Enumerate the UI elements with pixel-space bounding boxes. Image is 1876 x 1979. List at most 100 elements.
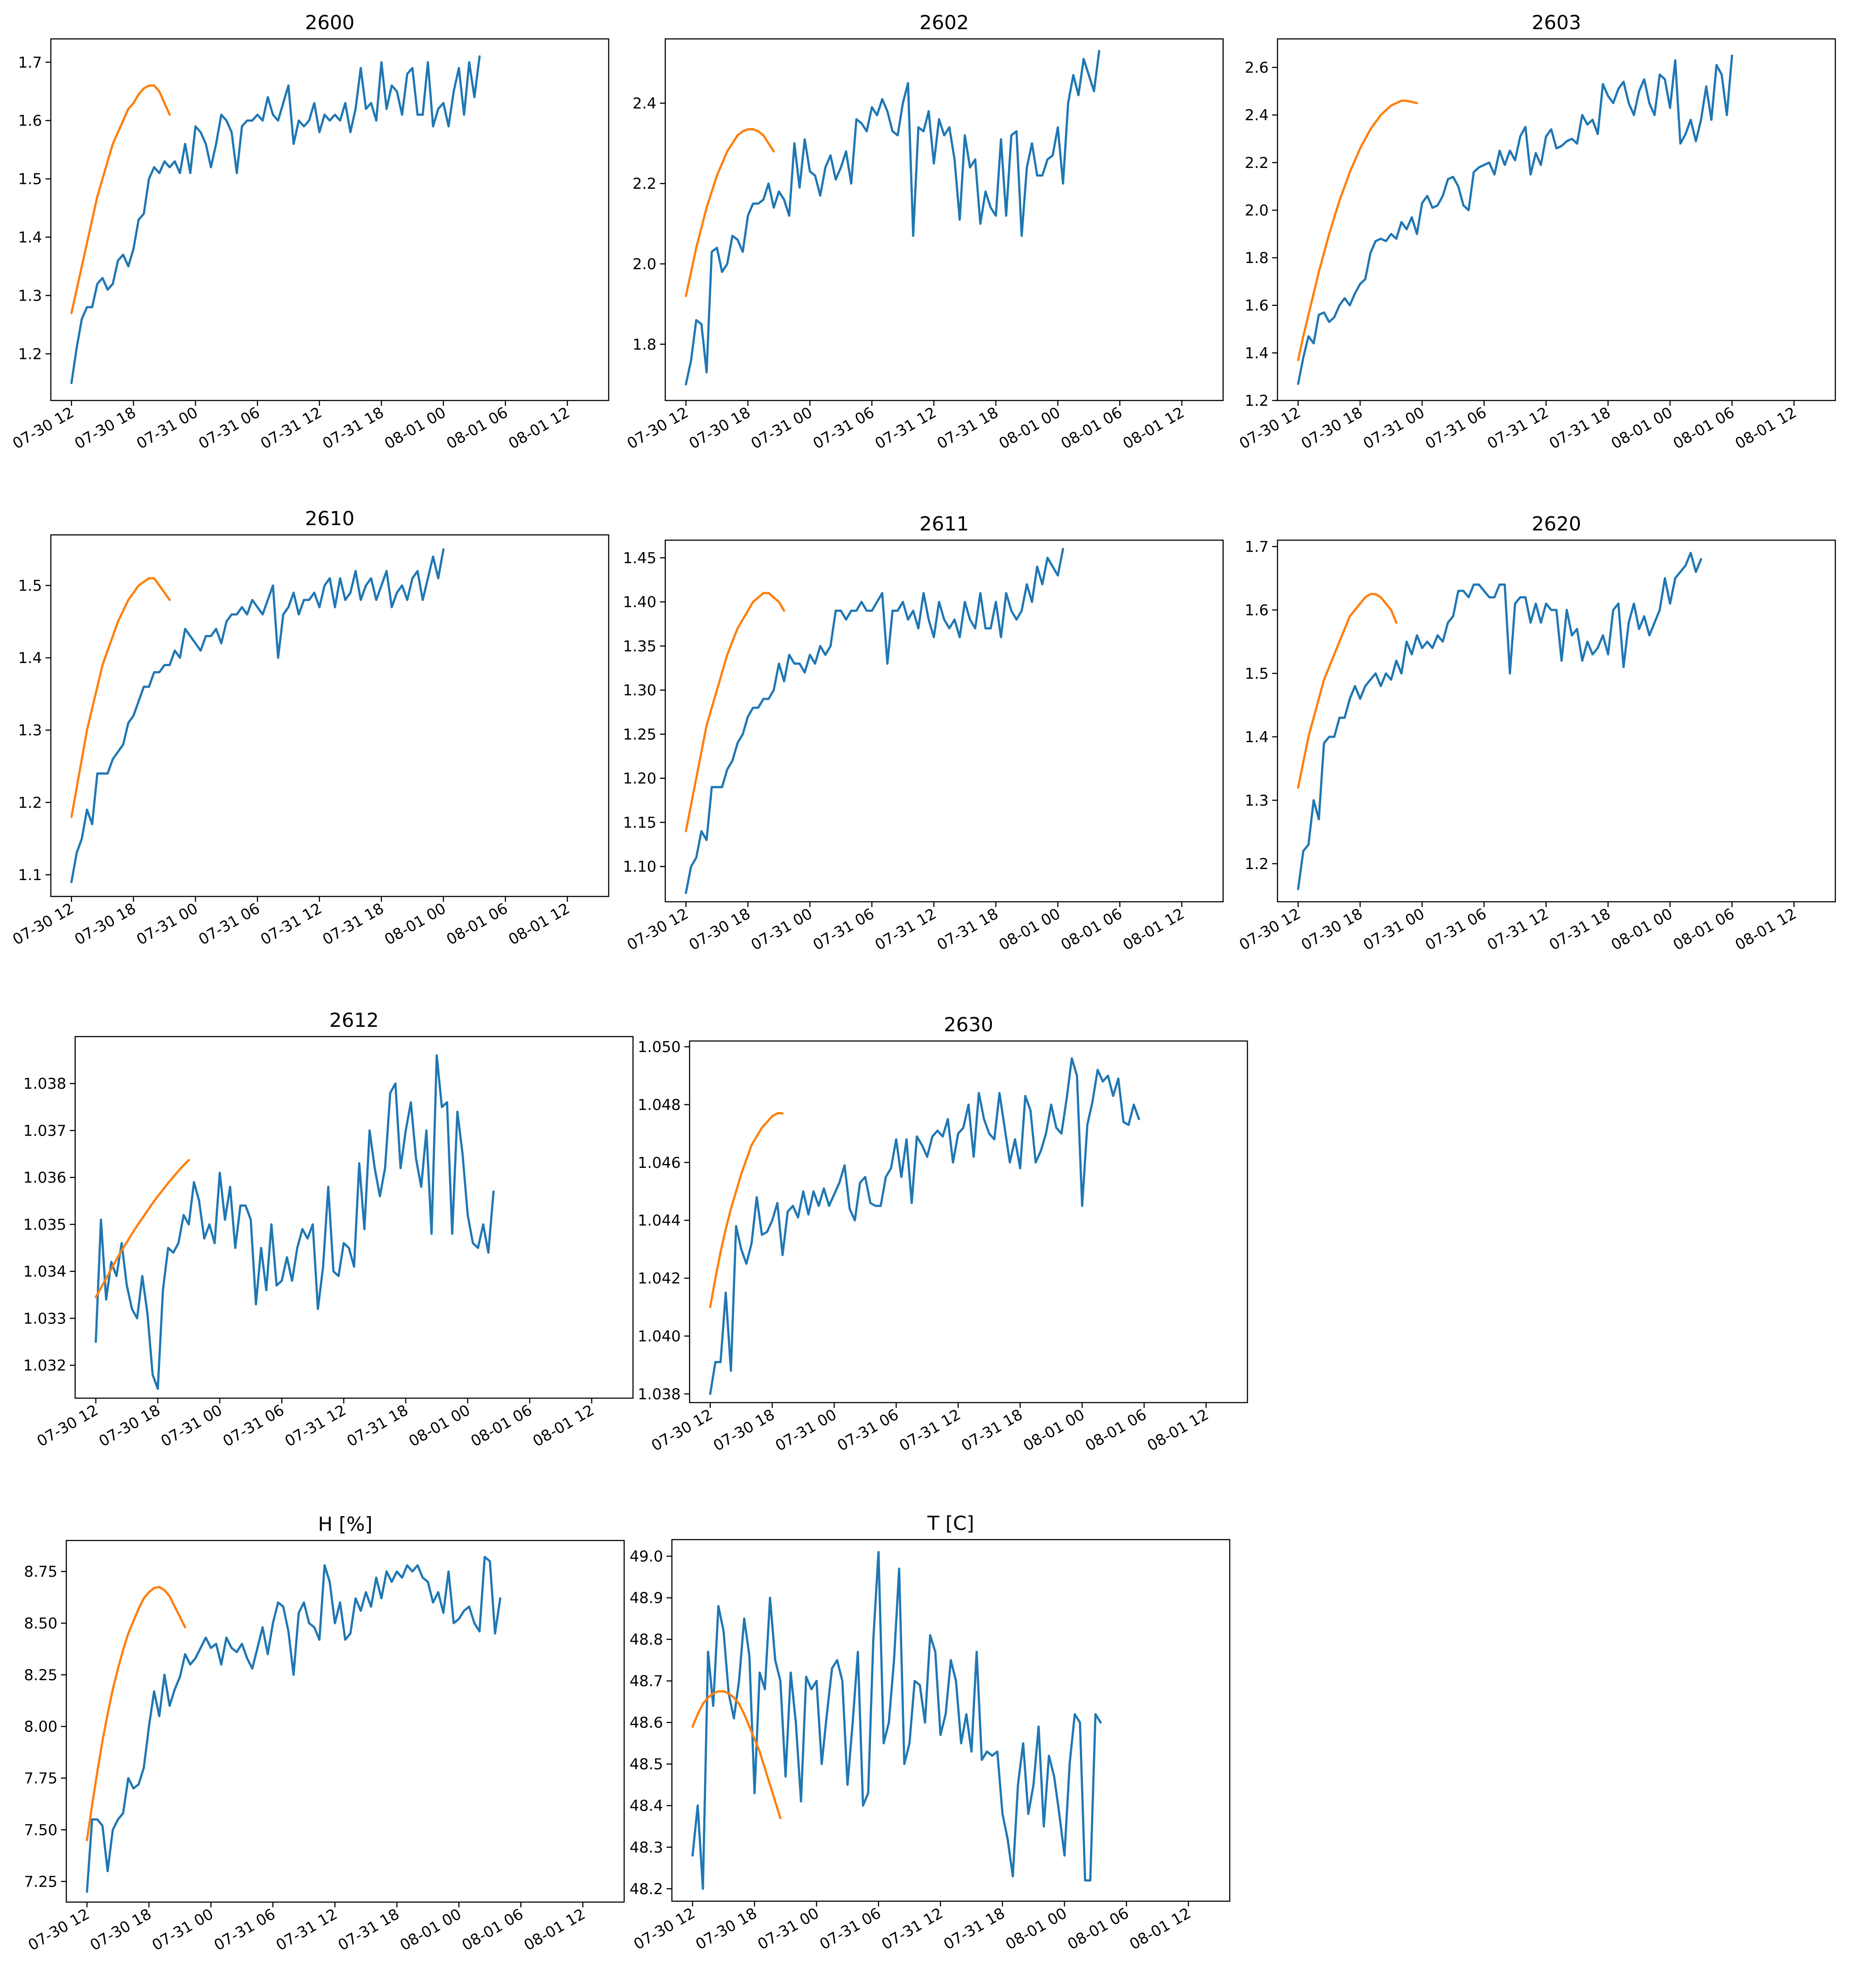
data-line xyxy=(86,1556,502,1893)
chart-title: 2602 xyxy=(919,11,969,34)
fit-curve xyxy=(86,1586,187,1842)
y-tick-label: 1.035 xyxy=(23,1216,66,1234)
fit-curve xyxy=(691,1690,782,1819)
axes-frame xyxy=(664,539,1224,903)
fit-curve xyxy=(709,1112,784,1308)
axes-frame xyxy=(1277,539,1836,903)
y-tick-label: 48.4 xyxy=(629,1797,663,1815)
y-tick-label: 49.0 xyxy=(629,1548,663,1566)
y-tick-label: 1.050 xyxy=(638,1038,681,1056)
y-tick-label: 2.6 xyxy=(1245,59,1269,77)
fit-curve xyxy=(1297,593,1398,789)
data-line xyxy=(95,1054,495,1390)
y-tick-label: 1.037 xyxy=(23,1122,66,1140)
y-tick-label: 1.5 xyxy=(18,171,42,188)
data-line xyxy=(685,50,1101,386)
axes-frame xyxy=(671,1539,1231,1902)
y-tick-label: 1.7 xyxy=(18,54,42,72)
y-tick-label: 8.75 xyxy=(24,1563,57,1581)
chart-title: 2612 xyxy=(329,1009,379,1032)
y-tick-label: 1.4 xyxy=(1245,728,1269,746)
y-tick-label: 1.046 xyxy=(638,1154,681,1172)
y-tick-label: 1.45 xyxy=(623,549,656,567)
fit-curve xyxy=(685,128,775,297)
y-tick-label: 1.25 xyxy=(623,726,656,744)
y-tick-label: 48.8 xyxy=(629,1631,663,1649)
y-tick-label: 1.040 xyxy=(638,1327,681,1345)
axes-frame xyxy=(50,534,610,897)
y-tick-label: 2.4 xyxy=(633,95,656,112)
y-tick-label: 1.8 xyxy=(633,336,656,354)
y-tick-label: 7.50 xyxy=(24,1821,57,1839)
y-tick-label: 1.2 xyxy=(1245,392,1269,410)
y-tick-label: 1.032 xyxy=(23,1357,66,1375)
axes-frame xyxy=(689,1040,1248,1403)
y-tick-label: 2.0 xyxy=(1245,202,1269,219)
fit-curve xyxy=(70,577,171,818)
y-tick-label: 2.2 xyxy=(633,175,656,193)
chart-title: 2611 xyxy=(919,513,969,535)
y-tick-label: 1.2 xyxy=(18,794,42,812)
y-tick-label: 48.5 xyxy=(629,1756,663,1773)
fit-curve xyxy=(95,1159,190,1299)
chart-title: 2610 xyxy=(305,507,355,530)
chart-title: 2620 xyxy=(1532,513,1581,535)
chart-title: H [%] xyxy=(318,1513,372,1536)
y-tick-label: 1.048 xyxy=(638,1096,681,1114)
y-tick-label: 1.036 xyxy=(23,1169,66,1187)
chart-title: 2603 xyxy=(1532,11,1581,34)
y-tick-label: 1.2 xyxy=(1245,855,1269,873)
y-tick-label: 1.1 xyxy=(18,866,42,884)
y-tick-label: 1.5 xyxy=(1245,665,1269,683)
y-tick-label: 8.25 xyxy=(24,1666,57,1684)
data-line xyxy=(70,55,481,384)
y-tick-label: 48.9 xyxy=(629,1590,663,1607)
y-tick-label: 7.25 xyxy=(24,1873,57,1891)
y-tick-label: 1.6 xyxy=(1245,602,1269,619)
y-tick-label: 1.3 xyxy=(18,722,42,740)
y-tick-label: 1.20 xyxy=(623,770,656,788)
y-tick-label: 8.50 xyxy=(24,1615,57,1632)
y-tick-label: 1.7 xyxy=(1245,538,1269,556)
y-tick-label: 1.8 xyxy=(1245,249,1269,267)
y-tick-label: 1.4 xyxy=(18,649,42,667)
axes-frame xyxy=(65,1540,625,1903)
y-tick-label: 1.044 xyxy=(638,1212,681,1230)
y-tick-label: 2.4 xyxy=(1245,107,1269,124)
y-tick-label: 1.5 xyxy=(18,577,42,595)
y-tick-label: 1.40 xyxy=(623,594,656,611)
fit-curve xyxy=(70,84,171,314)
y-tick-label: 7.75 xyxy=(24,1770,57,1788)
fit-curve xyxy=(1297,99,1418,361)
data-line xyxy=(691,1551,1102,1890)
y-tick-label: 2.2 xyxy=(1245,154,1269,172)
y-tick-label: 8.00 xyxy=(24,1718,57,1736)
y-tick-label: 1.033 xyxy=(23,1310,66,1327)
y-tick-label: 1.2 xyxy=(18,345,42,363)
y-tick-label: 48.7 xyxy=(629,1673,663,1690)
data-line xyxy=(1297,552,1702,890)
y-tick-label: 1.3 xyxy=(1245,792,1269,809)
y-tick-label: 1.30 xyxy=(623,682,656,699)
data-line xyxy=(709,1057,1140,1395)
y-tick-label: 48.2 xyxy=(629,1880,663,1898)
axes-frame xyxy=(50,38,610,401)
y-tick-label: 1.038 xyxy=(638,1385,681,1403)
y-tick-label: 1.4 xyxy=(1245,344,1269,362)
y-tick-label: 1.042 xyxy=(638,1270,681,1288)
y-tick-label: 1.3 xyxy=(18,287,42,305)
chart-title: T [C] xyxy=(927,1512,974,1535)
y-tick-label: 1.034 xyxy=(23,1263,66,1281)
y-tick-label: 1.038 xyxy=(23,1075,66,1093)
chart-title: 2630 xyxy=(944,1014,993,1036)
y-tick-label: 1.10 xyxy=(623,858,656,876)
data-line xyxy=(1297,54,1733,385)
y-tick-label: 1.6 xyxy=(1245,297,1269,315)
y-tick-label: 48.6 xyxy=(629,1714,663,1732)
y-tick-label: 1.6 xyxy=(18,112,42,130)
data-line xyxy=(685,548,1064,894)
axes-frame xyxy=(1277,38,1836,401)
y-tick-label: 1.15 xyxy=(623,814,656,831)
y-tick-label: 1.4 xyxy=(18,229,42,247)
